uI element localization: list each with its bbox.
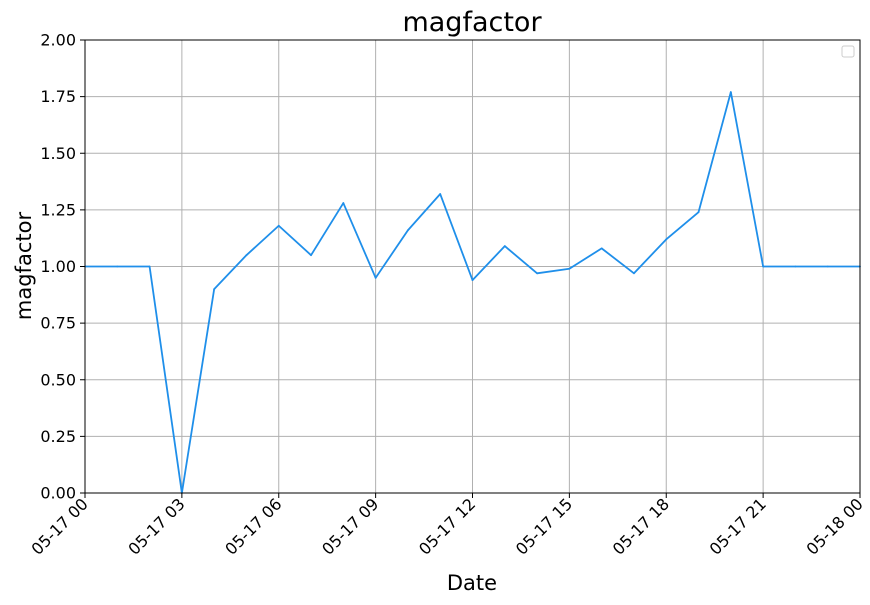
- data-point: [277, 224, 280, 227]
- legend-box: [841, 45, 855, 58]
- y-axis-label: magfactor: [12, 212, 36, 321]
- data-point: [471, 279, 474, 281]
- data-point: [600, 247, 603, 250]
- data-point: [116, 265, 119, 268]
- y-tick-label: 0.25: [40, 427, 76, 446]
- y-tick-label: 1.75: [40, 87, 76, 106]
- data-point: [568, 267, 571, 270]
- data-point: [310, 254, 312, 257]
- data-point: [826, 265, 829, 268]
- data-point: [665, 238, 668, 241]
- y-tick-label: 1.50: [40, 144, 76, 163]
- data-point: [439, 193, 442, 195]
- data-point: [148, 265, 151, 268]
- data-point: [342, 202, 345, 204]
- data-point: [245, 254, 248, 257]
- data-point: [697, 211, 700, 214]
- data-point: [407, 229, 409, 232]
- y-tick-label: 1.25: [40, 200, 76, 219]
- x-axis-label: Date: [447, 571, 497, 595]
- y-tick-label: 0.00: [40, 484, 76, 503]
- y-tick-label: 2.00: [40, 31, 76, 50]
- data-point: [729, 91, 732, 93]
- data-point: [374, 276, 377, 279]
- data-point: [794, 265, 797, 268]
- y-tick-label: 0.50: [40, 370, 76, 389]
- data-point: [762, 265, 765, 268]
- data-point: [536, 272, 538, 275]
- data-point: [633, 272, 635, 275]
- data-point: [213, 288, 216, 291]
- chart-title: magfactor: [402, 7, 542, 38]
- y-tick-label: 0.75: [40, 314, 76, 333]
- data-point: [503, 245, 506, 248]
- y-tick-label: 1.00: [40, 257, 76, 276]
